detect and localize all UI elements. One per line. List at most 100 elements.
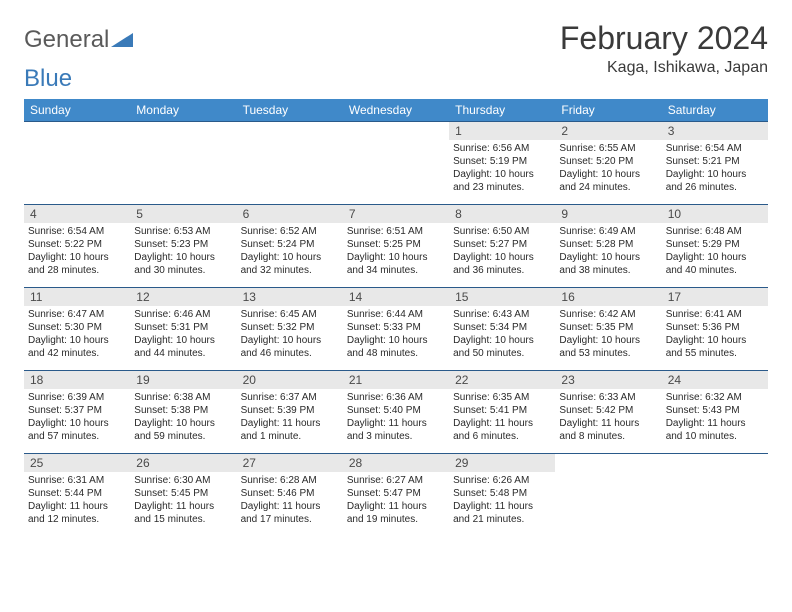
day-number: 6 xyxy=(237,205,343,223)
day-cell: 4Sunrise: 6:54 AMSunset: 5:22 PMDaylight… xyxy=(24,205,130,287)
month-title: February 2024 xyxy=(560,20,768,57)
logo: General xyxy=(24,20,135,54)
day-info: Sunrise: 6:30 AMSunset: 5:45 PMDaylight:… xyxy=(130,472,236,530)
empty-cell xyxy=(130,122,236,204)
day-number: 4 xyxy=(24,205,130,223)
day-number: 5 xyxy=(130,205,236,223)
day-cell: 14Sunrise: 6:44 AMSunset: 5:33 PMDayligh… xyxy=(343,288,449,370)
day-cell: 21Sunrise: 6:36 AMSunset: 5:40 PMDayligh… xyxy=(343,371,449,453)
day-info: Sunrise: 6:50 AMSunset: 5:27 PMDaylight:… xyxy=(449,223,555,281)
week-row: 11Sunrise: 6:47 AMSunset: 5:30 PMDayligh… xyxy=(24,287,768,370)
day-cell: 29Sunrise: 6:26 AMSunset: 5:48 PMDayligh… xyxy=(449,454,555,536)
day-header-wednesday: Wednesday xyxy=(343,99,449,121)
day-info: Sunrise: 6:35 AMSunset: 5:41 PMDaylight:… xyxy=(449,389,555,447)
day-number: 13 xyxy=(237,288,343,306)
day-info: Sunrise: 6:55 AMSunset: 5:20 PMDaylight:… xyxy=(555,140,661,198)
day-info: Sunrise: 6:41 AMSunset: 5:36 PMDaylight:… xyxy=(662,306,768,364)
empty-cell xyxy=(237,122,343,204)
day-info: Sunrise: 6:51 AMSunset: 5:25 PMDaylight:… xyxy=(343,223,449,281)
day-cell: 2Sunrise: 6:55 AMSunset: 5:20 PMDaylight… xyxy=(555,122,661,204)
day-number: 22 xyxy=(449,371,555,389)
day-number: 28 xyxy=(343,454,449,472)
day-info: Sunrise: 6:38 AMSunset: 5:38 PMDaylight:… xyxy=(130,389,236,447)
day-cell: 20Sunrise: 6:37 AMSunset: 5:39 PMDayligh… xyxy=(237,371,343,453)
day-number: 17 xyxy=(662,288,768,306)
day-cell: 6Sunrise: 6:52 AMSunset: 5:24 PMDaylight… xyxy=(237,205,343,287)
day-cell: 24Sunrise: 6:32 AMSunset: 5:43 PMDayligh… xyxy=(662,371,768,453)
day-number: 23 xyxy=(555,371,661,389)
day-number: 1 xyxy=(449,122,555,140)
day-info: Sunrise: 6:54 AMSunset: 5:22 PMDaylight:… xyxy=(24,223,130,281)
day-number: 26 xyxy=(130,454,236,472)
day-number: 14 xyxy=(343,288,449,306)
day-number: 12 xyxy=(130,288,236,306)
day-info: Sunrise: 6:26 AMSunset: 5:48 PMDaylight:… xyxy=(449,472,555,530)
day-info: Sunrise: 6:49 AMSunset: 5:28 PMDaylight:… xyxy=(555,223,661,281)
day-info: Sunrise: 6:31 AMSunset: 5:44 PMDaylight:… xyxy=(24,472,130,530)
empty-cell xyxy=(662,454,768,536)
day-info: Sunrise: 6:46 AMSunset: 5:31 PMDaylight:… xyxy=(130,306,236,364)
day-header-row: SundayMondayTuesdayWednesdayThursdayFrid… xyxy=(24,99,768,121)
week-row: 1Sunrise: 6:56 AMSunset: 5:19 PMDaylight… xyxy=(24,121,768,204)
logo-triangle-icon xyxy=(111,26,133,54)
day-cell: 27Sunrise: 6:28 AMSunset: 5:46 PMDayligh… xyxy=(237,454,343,536)
logo-text-1: General xyxy=(24,26,109,54)
day-info: Sunrise: 6:56 AMSunset: 5:19 PMDaylight:… xyxy=(449,140,555,198)
day-info: Sunrise: 6:43 AMSunset: 5:34 PMDaylight:… xyxy=(449,306,555,364)
day-info: Sunrise: 6:36 AMSunset: 5:40 PMDaylight:… xyxy=(343,389,449,447)
day-number: 29 xyxy=(449,454,555,472)
week-row: 25Sunrise: 6:31 AMSunset: 5:44 PMDayligh… xyxy=(24,453,768,536)
day-header-sunday: Sunday xyxy=(24,99,130,121)
day-number: 16 xyxy=(555,288,661,306)
day-header-thursday: Thursday xyxy=(449,99,555,121)
day-cell: 7Sunrise: 6:51 AMSunset: 5:25 PMDaylight… xyxy=(343,205,449,287)
day-cell: 3Sunrise: 6:54 AMSunset: 5:21 PMDaylight… xyxy=(662,122,768,204)
day-header-monday: Monday xyxy=(130,99,236,121)
day-number: 7 xyxy=(343,205,449,223)
day-cell: 19Sunrise: 6:38 AMSunset: 5:38 PMDayligh… xyxy=(130,371,236,453)
day-cell: 22Sunrise: 6:35 AMSunset: 5:41 PMDayligh… xyxy=(449,371,555,453)
logo-text-2: Blue xyxy=(24,65,768,93)
day-number: 27 xyxy=(237,454,343,472)
empty-cell xyxy=(555,454,661,536)
day-cell: 1Sunrise: 6:56 AMSunset: 5:19 PMDaylight… xyxy=(449,122,555,204)
day-cell: 8Sunrise: 6:50 AMSunset: 5:27 PMDaylight… xyxy=(449,205,555,287)
day-info: Sunrise: 6:39 AMSunset: 5:37 PMDaylight:… xyxy=(24,389,130,447)
week-row: 18Sunrise: 6:39 AMSunset: 5:37 PMDayligh… xyxy=(24,370,768,453)
day-header-friday: Friday xyxy=(555,99,661,121)
day-cell: 28Sunrise: 6:27 AMSunset: 5:47 PMDayligh… xyxy=(343,454,449,536)
day-info: Sunrise: 6:37 AMSunset: 5:39 PMDaylight:… xyxy=(237,389,343,447)
day-cell: 15Sunrise: 6:43 AMSunset: 5:34 PMDayligh… xyxy=(449,288,555,370)
day-cell: 5Sunrise: 6:53 AMSunset: 5:23 PMDaylight… xyxy=(130,205,236,287)
day-cell: 13Sunrise: 6:45 AMSunset: 5:32 PMDayligh… xyxy=(237,288,343,370)
empty-cell xyxy=(24,122,130,204)
day-number: 19 xyxy=(130,371,236,389)
day-number: 11 xyxy=(24,288,130,306)
day-info: Sunrise: 6:32 AMSunset: 5:43 PMDaylight:… xyxy=(662,389,768,447)
day-number: 9 xyxy=(555,205,661,223)
day-cell: 11Sunrise: 6:47 AMSunset: 5:30 PMDayligh… xyxy=(24,288,130,370)
day-header-tuesday: Tuesday xyxy=(237,99,343,121)
day-info: Sunrise: 6:48 AMSunset: 5:29 PMDaylight:… xyxy=(662,223,768,281)
day-number: 24 xyxy=(662,371,768,389)
day-number: 25 xyxy=(24,454,130,472)
day-info: Sunrise: 6:44 AMSunset: 5:33 PMDaylight:… xyxy=(343,306,449,364)
day-cell: 26Sunrise: 6:30 AMSunset: 5:45 PMDayligh… xyxy=(130,454,236,536)
day-number: 2 xyxy=(555,122,661,140)
day-number: 21 xyxy=(343,371,449,389)
day-number: 20 xyxy=(237,371,343,389)
empty-cell xyxy=(343,122,449,204)
day-cell: 25Sunrise: 6:31 AMSunset: 5:44 PMDayligh… xyxy=(24,454,130,536)
day-info: Sunrise: 6:45 AMSunset: 5:32 PMDaylight:… xyxy=(237,306,343,364)
day-number: 3 xyxy=(662,122,768,140)
day-cell: 9Sunrise: 6:49 AMSunset: 5:28 PMDaylight… xyxy=(555,205,661,287)
day-info: Sunrise: 6:33 AMSunset: 5:42 PMDaylight:… xyxy=(555,389,661,447)
day-number: 10 xyxy=(662,205,768,223)
week-row: 4Sunrise: 6:54 AMSunset: 5:22 PMDaylight… xyxy=(24,204,768,287)
calendar: SundayMondayTuesdayWednesdayThursdayFrid… xyxy=(24,99,768,536)
day-cell: 17Sunrise: 6:41 AMSunset: 5:36 PMDayligh… xyxy=(662,288,768,370)
day-info: Sunrise: 6:53 AMSunset: 5:23 PMDaylight:… xyxy=(130,223,236,281)
day-number: 15 xyxy=(449,288,555,306)
day-info: Sunrise: 6:42 AMSunset: 5:35 PMDaylight:… xyxy=(555,306,661,364)
day-info: Sunrise: 6:52 AMSunset: 5:24 PMDaylight:… xyxy=(237,223,343,281)
